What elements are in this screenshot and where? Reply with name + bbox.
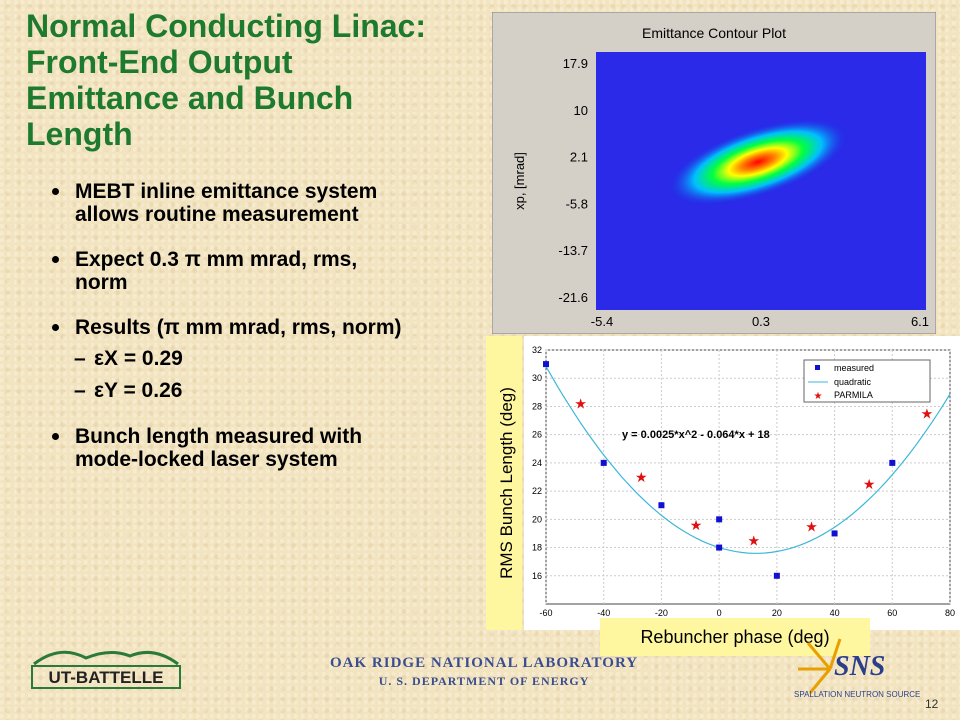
parmila-point: ★ xyxy=(863,476,876,492)
bullet-list: MEBT inline emittance system allows rout… xyxy=(48,180,408,493)
org-department: U. S. DEPARTMENT OF ENERGY xyxy=(378,674,590,688)
x-tick-label: 60 xyxy=(887,608,897,618)
result-y: – εY = 0.26 xyxy=(74,379,183,402)
bullet-expectation: Expect 0.3 π mm mrad, rms, norm xyxy=(48,248,408,294)
bullet-dot-icon xyxy=(52,188,59,195)
x-tick-label: 80 xyxy=(945,608,955,618)
bullet-text: Bunch length measured with mode-locked l… xyxy=(75,425,363,471)
chart-grid xyxy=(545,349,951,605)
bullet-results: Results (π mm mrad, rms, norm) xyxy=(48,316,408,339)
parmila-point: ★ xyxy=(690,517,703,533)
bullet-dot-icon xyxy=(52,433,59,440)
contour-x-tick: -5.4 xyxy=(591,314,613,329)
contour-y-tick: -5.8 xyxy=(566,196,588,211)
x-tick-label: 0 xyxy=(717,608,722,618)
bullet-emittance-system: MEBT inline emittance system allows rout… xyxy=(48,180,408,226)
measured-point xyxy=(543,361,549,368)
legend-parmila-star-icon: ★ xyxy=(814,391,823,402)
emittance-contour-plot: Emittance Contour Plot 17.9 10 2.1 -5.8 -13.… xyxy=(492,12,936,334)
contour-x-tick: 6.1 xyxy=(911,314,929,329)
measured-point xyxy=(658,502,665,509)
bunch-length-x-label: Rebuncher phase (deg) xyxy=(600,618,870,656)
bullet-text: MEBT inline emittance system allows rout… xyxy=(75,180,378,226)
legend-quadratic: quadratic xyxy=(834,377,872,387)
fit-equation: y = 0.0025*x^2 - 0.064*x + 18 xyxy=(622,429,770,441)
contour-title: Emittance Contour Plot xyxy=(642,25,786,41)
x-tick-label: 20 xyxy=(772,608,782,618)
x-tick-label: -40 xyxy=(597,608,610,618)
bunch-length-y-label-box: RMS Bunch Length (deg) xyxy=(486,336,522,630)
parmila-point: ★ xyxy=(574,396,587,412)
y-tick-label: 32 xyxy=(532,345,542,355)
y-tick-label: 22 xyxy=(532,486,542,496)
contour-y-tick: -13.7 xyxy=(558,243,588,258)
chart-x-ticks: -60 -40 -20 0 20 40 60 80 xyxy=(539,608,955,618)
x-tick-label: -60 xyxy=(539,608,552,618)
measured-point xyxy=(716,516,723,523)
bullet-text: Results (π mm mrad, rms, norm) xyxy=(75,316,402,339)
y-tick-label: 24 xyxy=(532,458,542,468)
beam-contour xyxy=(667,118,849,206)
measured-points xyxy=(543,361,896,579)
page-number: 12 xyxy=(925,697,939,711)
parmila-point: ★ xyxy=(635,469,648,485)
org-block: OAK RIDGE NATIONAL LABORATORY U. S. DEPA… xyxy=(330,655,638,689)
sns-text: SNS xyxy=(834,651,885,682)
bullet-dot-icon xyxy=(52,324,59,331)
quadratic-fit-line xyxy=(545,366,951,554)
y-tick-label: 26 xyxy=(532,430,542,440)
y-tick-label: 30 xyxy=(532,373,542,383)
measured-point xyxy=(773,572,780,579)
contour-y-tick: 2.1 xyxy=(570,150,588,165)
legend-parmila: PARMILA xyxy=(834,390,873,400)
result-label: εX xyxy=(94,347,118,370)
slide-title: Normal Conducting Linac: Front-End Outpu… xyxy=(26,8,426,152)
bullet-text: Expect 0.3 π mm mrad, rms, norm xyxy=(75,248,358,294)
contour-y-label: xp, [mrad] xyxy=(512,152,527,210)
x-tick-label: 40 xyxy=(830,608,840,618)
result-value: = 0.26 xyxy=(123,379,183,402)
y-tick-label: 20 xyxy=(532,514,542,524)
measured-point xyxy=(716,544,723,551)
result-x: – εX = 0.29 xyxy=(74,347,183,370)
x-tick-label: -20 xyxy=(655,608,668,618)
measured-point xyxy=(889,459,896,466)
org-name: OAK RIDGE NATIONAL LABORATORY xyxy=(330,655,639,671)
results-sublist: – εX = 0.29 – εY = 0.26 xyxy=(48,347,408,403)
chart-legend: measured quadratic ★ PARMILA xyxy=(803,359,931,403)
result-value: = 0.29 xyxy=(123,347,183,370)
parmila-point: ★ xyxy=(805,518,818,534)
sns-subtext: SPALLATION NEUTRON SOURCE xyxy=(794,690,920,699)
sns-logo: SNS SPALLATION NEUTRON SOURCE xyxy=(790,633,950,710)
contour-y-ticks: 17.9 10 2.1 -5.8 -13.7 -21.6 xyxy=(558,56,588,305)
ut-battelle-text: UT-BATTELLE xyxy=(49,668,164,687)
legend-measured-swatch xyxy=(815,365,820,370)
result-label: εY xyxy=(94,379,118,402)
contour-y-tick: -21.6 xyxy=(558,290,588,305)
chart-y-ticks: 16 18 20 22 24 26 28 30 32 xyxy=(532,345,542,581)
measured-point xyxy=(600,459,607,466)
contour-x-tick: 0.3 xyxy=(752,314,770,329)
measured-point xyxy=(831,530,838,537)
parmila-point: ★ xyxy=(747,533,760,549)
contour-x-ticks: -5.4 0.3 6.1 xyxy=(591,314,929,329)
bunch-length-y-label: RMS Bunch Length (deg) xyxy=(497,387,516,579)
contour-y-tick: 10 xyxy=(574,103,588,118)
bullet-dot-icon xyxy=(52,256,59,263)
y-tick-label: 16 xyxy=(532,571,542,581)
y-tick-label: 18 xyxy=(532,543,542,553)
bullet-bunch-length: Bunch length measured with mode-locked l… xyxy=(48,425,408,471)
starburst-icon xyxy=(798,638,842,694)
contour-y-tick: 17.9 xyxy=(563,56,588,71)
mountain-icon xyxy=(33,650,179,666)
y-tick-label: 28 xyxy=(532,401,542,411)
parmila-point: ★ xyxy=(921,406,934,422)
legend-measured: measured xyxy=(834,363,874,373)
parmila-points: ★ ★ ★ ★ ★ ★ ★ xyxy=(574,396,933,549)
ut-battelle-logo: UT-BATTELLE xyxy=(30,640,182,695)
